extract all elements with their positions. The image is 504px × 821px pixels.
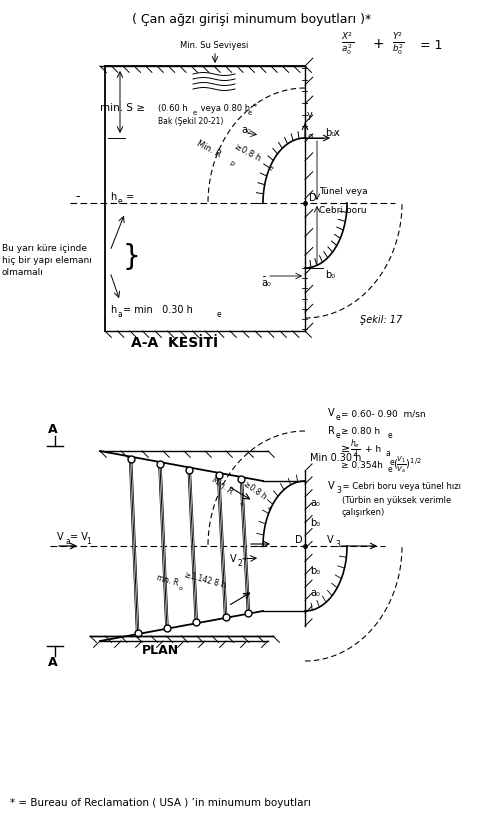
Text: -: - <box>75 190 80 203</box>
Text: ≥ 0.80 h: ≥ 0.80 h <box>341 427 380 436</box>
Text: = V: = V <box>70 532 88 542</box>
Text: V: V <box>327 535 334 545</box>
Text: çalışırken): çalışırken) <box>342 508 385 517</box>
Text: o: o <box>179 586 183 591</box>
Text: a: a <box>385 449 390 458</box>
Text: ≥0.8 h: ≥0.8 h <box>242 479 268 501</box>
Text: h: h <box>110 192 116 202</box>
Text: PLAN: PLAN <box>142 644 178 657</box>
Text: }: } <box>123 243 141 271</box>
Text: +: + <box>372 37 384 51</box>
Text: ≥: ≥ <box>341 444 350 454</box>
Text: ≥1.142 8 h: ≥1.142 8 h <box>183 571 226 590</box>
Text: a₀: a₀ <box>310 588 320 598</box>
Text: y: y <box>307 110 313 120</box>
Text: p: p <box>228 159 235 167</box>
Text: e: e <box>248 110 252 116</box>
Text: Tünel veya: Tünel veya <box>319 187 367 196</box>
Text: mn. R: mn. R <box>155 574 179 588</box>
Text: $\frac{Y^2}{b_0^2}$: $\frac{Y^2}{b_0^2}$ <box>392 30 404 57</box>
Text: b₀: b₀ <box>310 566 320 576</box>
Text: ≥0.8 h: ≥0.8 h <box>233 142 262 163</box>
Text: $\frac{X^2}{a_0^2}$: $\frac{X^2}{a_0^2}$ <box>341 30 354 57</box>
Text: b₀: b₀ <box>310 518 320 528</box>
Text: b₀: b₀ <box>325 270 335 280</box>
Text: e: e <box>336 413 341 422</box>
Text: a₀: a₀ <box>310 498 320 508</box>
Text: $\frac{h_e}{2}$: $\frac{h_e}{2}$ <box>350 437 360 460</box>
Text: Şekil: 17: Şekil: 17 <box>360 315 402 325</box>
Text: h: h <box>110 305 116 315</box>
Text: e: e <box>267 165 274 172</box>
Text: * = Bureau of Reclamation ( USA ) ’in minumum boyutları: * = Bureau of Reclamation ( USA ) ’in mi… <box>10 798 311 808</box>
Text: = 0.60- 0.90  m/sn: = 0.60- 0.90 m/sn <box>341 409 425 418</box>
Text: a₀: a₀ <box>261 278 271 288</box>
Text: A-A  KESİTİ: A-A KESİTİ <box>132 336 219 350</box>
Text: b₀: b₀ <box>325 128 335 138</box>
Text: e: e <box>388 465 393 474</box>
Text: 2: 2 <box>238 559 243 568</box>
Text: Min. R: Min. R <box>195 139 222 159</box>
Text: ( Çan ağzı girişi minumum boyutları )*: ( Çan ağzı girişi minumum boyutları )* <box>133 13 371 26</box>
Text: e: e <box>388 431 393 440</box>
Text: e: e <box>243 592 247 597</box>
Text: 3: 3 <box>335 540 340 549</box>
Text: Min. R: Min. R <box>210 475 235 496</box>
Text: Cebri boru: Cebri boru <box>319 206 366 215</box>
Text: a: a <box>118 310 123 319</box>
Text: V: V <box>328 408 335 418</box>
Text: =: = <box>123 192 134 202</box>
Text: e: e <box>118 197 122 206</box>
Text: + h: + h <box>365 445 381 454</box>
Text: D: D <box>309 193 317 203</box>
Text: olmamalı: olmamalı <box>2 268 44 277</box>
Text: = min   0.30 h: = min 0.30 h <box>123 305 193 315</box>
Text: ≥ 0.354h: ≥ 0.354h <box>341 461 383 470</box>
Text: e: e <box>268 506 272 511</box>
Text: Bak (Şekil 20-21): Bak (Şekil 20-21) <box>158 117 223 126</box>
Text: *: * <box>253 103 257 112</box>
Text: A: A <box>48 423 57 436</box>
Text: (Türbin en yüksek verimle: (Türbin en yüksek verimle <box>342 496 451 505</box>
Text: V: V <box>57 532 64 542</box>
Text: x: x <box>334 128 340 138</box>
Text: V: V <box>230 554 236 564</box>
Text: R: R <box>328 426 335 436</box>
Text: 3: 3 <box>336 486 341 495</box>
Text: V: V <box>328 481 335 491</box>
Text: (0.60 h: (0.60 h <box>158 104 188 113</box>
Text: Min. Su Seviyesi: Min. Su Seviyesi <box>180 41 248 50</box>
Text: o: o <box>238 501 244 507</box>
Text: e: e <box>336 431 341 440</box>
Text: Min 0.30 h: Min 0.30 h <box>310 453 361 463</box>
Text: hiç bir yapı elemanı: hiç bir yapı elemanı <box>2 256 92 265</box>
Text: a₀: a₀ <box>241 125 251 135</box>
Text: e: e <box>390 458 395 467</box>
Text: veya 0.80 h: veya 0.80 h <box>198 104 250 113</box>
Text: D: D <box>295 535 302 545</box>
Text: A: A <box>48 656 57 669</box>
Text: min. S ≥: min. S ≥ <box>100 103 145 113</box>
Text: Bu yarı küre içinde: Bu yarı küre içinde <box>2 244 87 253</box>
Text: o: o <box>307 132 312 141</box>
Text: $(\frac{V_1}{V_a})^{1/2}$: $(\frac{V_1}{V_a})^{1/2}$ <box>393 455 422 475</box>
Text: = Cebri boru veya tünel hızı: = Cebri boru veya tünel hızı <box>340 482 461 491</box>
Text: e: e <box>217 310 222 319</box>
Text: a: a <box>65 537 70 546</box>
Text: = 1: = 1 <box>420 39 443 52</box>
Text: e: e <box>193 110 197 116</box>
Text: 1: 1 <box>86 537 91 546</box>
